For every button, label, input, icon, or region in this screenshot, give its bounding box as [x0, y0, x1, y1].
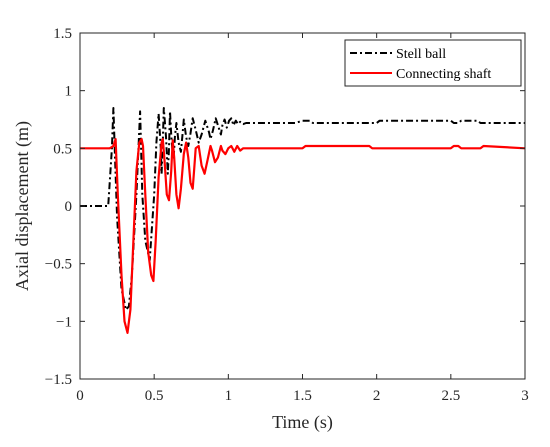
- x-tick-label: 2: [373, 388, 381, 404]
- x-tick-label: 0: [76, 388, 84, 404]
- series-layer: [78, 107, 526, 334]
- series-line-connecting-shaft: [78, 138, 526, 334]
- x-tick-label: 2.5: [441, 388, 460, 404]
- x-tick-label: 1.5: [293, 388, 312, 404]
- legend-label-stell-ball: Stell ball: [396, 47, 446, 62]
- y-tick-label: −1: [56, 314, 72, 330]
- y-tick-label: 1: [65, 84, 73, 100]
- series-line-stell-ball: [80, 107, 525, 311]
- y-tick-label: −1.5: [45, 372, 72, 388]
- x-tick-label: 0.5: [145, 388, 164, 404]
- ticks-layer: 0 0.5 1 1.5 2 2.5 3 −1.5 −1 −0.5 0 0.5 1 1.5: [45, 26, 529, 404]
- y-tick-label: 0.5: [53, 141, 72, 157]
- y-tick-label: 1.5: [53, 26, 72, 42]
- x-tick-label: 1: [225, 388, 233, 404]
- x-tick-label: 3: [521, 388, 529, 404]
- legend-label-connecting-shaft: Connecting shaft: [396, 67, 491, 82]
- y-tick-label: −0.5: [45, 257, 72, 273]
- y-tick-label: 0: [65, 199, 73, 215]
- legend-box: [344, 39, 522, 87]
- x-axis-title: Time (s): [272, 412, 333, 433]
- legend: Stell ball Connecting shaft: [344, 39, 522, 87]
- y-axis-title: Axial displacement (m): [12, 121, 33, 291]
